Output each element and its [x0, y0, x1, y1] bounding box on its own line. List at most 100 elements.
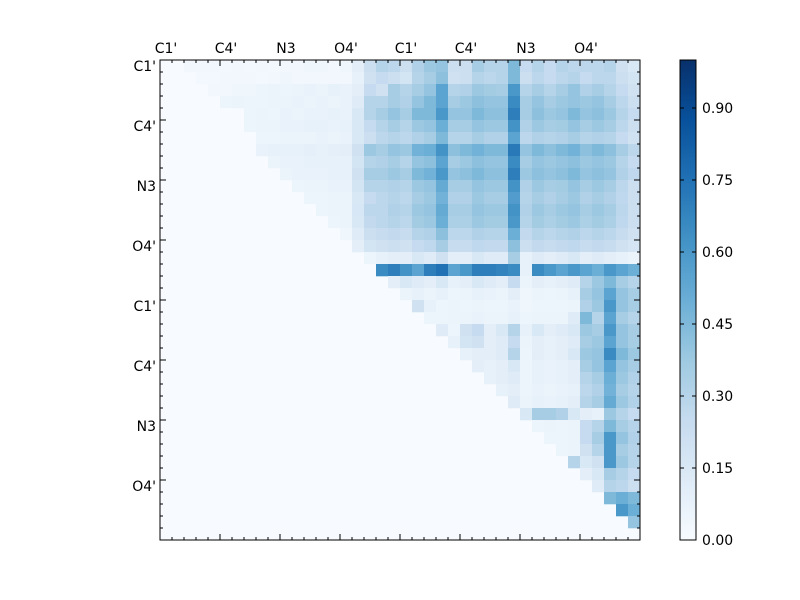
heatmap-cell — [532, 156, 545, 169]
heatmap-cell — [604, 420, 617, 433]
heatmap-cell — [424, 300, 437, 313]
heatmap-cell — [400, 252, 413, 265]
heatmap-cell — [616, 468, 629, 481]
heatmap-cell — [484, 204, 497, 217]
heatmap-cell — [628, 348, 641, 361]
heatmap-cell — [412, 216, 425, 229]
heatmap-cell — [244, 72, 257, 85]
heatmap-cell — [616, 480, 629, 493]
heatmap-cell — [256, 120, 269, 133]
heatmap-cell — [508, 300, 521, 313]
heatmap-cell — [364, 252, 377, 265]
heatmap-cell — [244, 96, 257, 109]
heatmap-cell — [580, 192, 593, 205]
heatmap-cell — [448, 324, 461, 337]
heatmap-cell — [544, 204, 557, 217]
heatmap-cell — [436, 204, 449, 217]
heatmap-cell — [460, 60, 473, 73]
heatmap-cell — [400, 156, 413, 169]
heatmap-cell — [496, 216, 509, 229]
heatmap-cell — [616, 180, 629, 193]
heatmap-cell — [316, 144, 329, 157]
heatmap-cell — [436, 312, 449, 325]
heatmap-cell — [496, 156, 509, 169]
heatmap-cell — [568, 444, 581, 457]
x-tick-label: C1' — [155, 41, 178, 57]
heatmap-cell — [616, 192, 629, 205]
heatmap-cell — [388, 84, 401, 97]
heatmap-cell — [544, 144, 557, 157]
heatmap-cell — [484, 264, 497, 277]
heatmap-cell — [316, 180, 329, 193]
heatmap-cell — [460, 300, 473, 313]
heatmap-cell — [532, 372, 545, 385]
heatmap-cell — [436, 156, 449, 169]
heatmap-cell — [532, 84, 545, 97]
heatmap-cell — [448, 72, 461, 85]
heatmap-cell — [280, 60, 293, 73]
heatmap-cell — [364, 120, 377, 133]
heatmap-cell — [412, 132, 425, 145]
heatmap-cell — [352, 204, 365, 217]
heatmap-cell — [508, 228, 521, 241]
heatmap-cell — [496, 360, 509, 373]
heatmap-cell — [604, 324, 617, 337]
heatmap-cell — [592, 168, 605, 181]
heatmap-cell — [364, 180, 377, 193]
heatmap-cell — [556, 324, 569, 337]
heatmap-cell — [424, 60, 437, 73]
heatmap-cell — [304, 120, 317, 133]
heatmap-cell — [448, 240, 461, 253]
heatmap-cell — [460, 276, 473, 289]
heatmap-cell — [496, 108, 509, 121]
heatmap-cell — [508, 360, 521, 373]
heatmap-cell — [496, 120, 509, 133]
heatmap-cell — [460, 72, 473, 85]
heatmap-cell — [304, 156, 317, 169]
heatmap-cell — [544, 192, 557, 205]
heatmap-cell — [604, 132, 617, 145]
heatmap-cell — [616, 288, 629, 301]
heatmap-cell — [472, 192, 485, 205]
heatmap-cell — [556, 156, 569, 169]
heatmap-cell — [400, 96, 413, 109]
heatmap-cell — [496, 384, 509, 397]
heatmap-cell — [628, 276, 641, 289]
heatmap-cell — [604, 144, 617, 157]
heatmap-cell — [544, 360, 557, 373]
heatmap-cell — [304, 144, 317, 157]
heatmap-cell — [604, 192, 617, 205]
heatmap-cell — [412, 144, 425, 157]
heatmap-cell — [604, 348, 617, 361]
heatmap-cell — [628, 96, 641, 109]
heatmap-cell — [340, 168, 353, 181]
heatmap-cell — [448, 108, 461, 121]
heatmap-cell — [340, 84, 353, 97]
heatmap-cell — [424, 240, 437, 253]
heatmap-cell — [496, 264, 509, 277]
heatmap-cell — [316, 72, 329, 85]
heatmap-cell — [340, 180, 353, 193]
heatmap-cell — [484, 72, 497, 85]
heatmap-cell — [400, 204, 413, 217]
heatmap-cell — [472, 360, 485, 373]
heatmap-cell — [388, 264, 401, 277]
heatmap-cell — [316, 60, 329, 73]
heatmap-cell — [568, 96, 581, 109]
heatmap-cell — [340, 204, 353, 217]
heatmap-cell — [364, 144, 377, 157]
heatmap-cell — [520, 348, 533, 361]
heatmap-cell — [496, 96, 509, 109]
heatmap-cell — [496, 144, 509, 157]
heatmap-cell — [292, 168, 305, 181]
heatmap-cell — [436, 144, 449, 157]
heatmap-cell — [400, 108, 413, 121]
heatmap-cell — [628, 84, 641, 97]
heatmap-cell — [616, 168, 629, 181]
heatmap-cell — [556, 192, 569, 205]
heatmap-cell — [448, 180, 461, 193]
heatmap-cell — [256, 60, 269, 73]
heatmap-cell — [616, 492, 629, 505]
heatmap-cell — [484, 312, 497, 325]
heatmap-cell — [508, 180, 521, 193]
